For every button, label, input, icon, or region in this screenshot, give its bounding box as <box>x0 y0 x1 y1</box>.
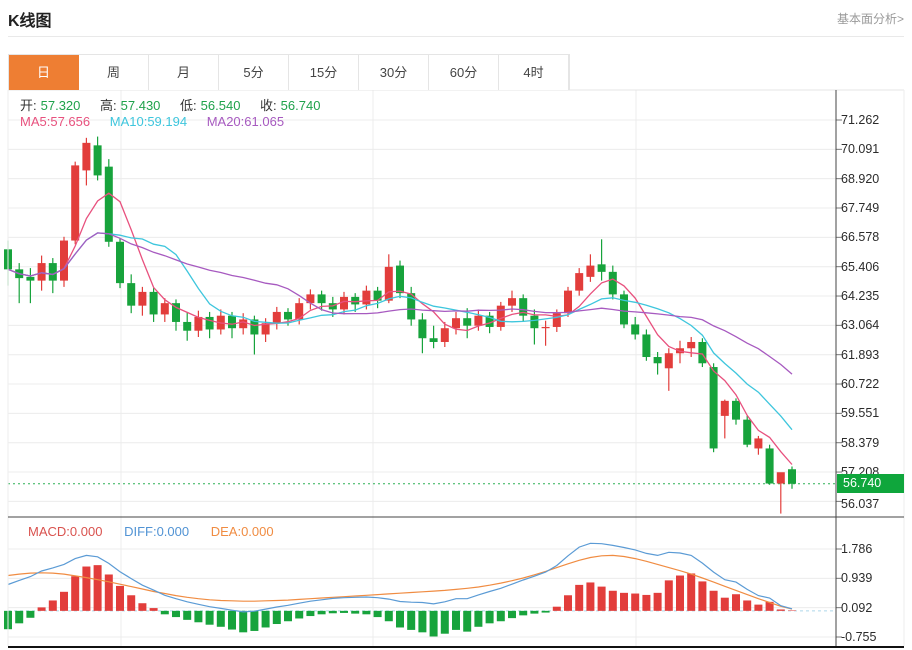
period-tab-4时[interactable]: 4时 <box>499 55 569 90</box>
period-tab-30分[interactable]: 30分 <box>359 55 429 90</box>
high-label: 高: <box>100 98 117 113</box>
title-divider <box>8 36 904 37</box>
price-axis-label: 63.064 <box>841 318 880 333</box>
macd-axis-label: -0.755 <box>841 629 877 644</box>
period-tab-周[interactable]: 周 <box>79 55 149 90</box>
price-axis-label: 67.749 <box>841 200 880 215</box>
close-label: 收: <box>260 98 277 113</box>
macd-axis-label: 0.939 <box>841 571 873 586</box>
period-tab-日[interactable]: 日 <box>9 55 79 90</box>
period-tabs: 日周月 5分 15分 30分 60分 4时 <box>8 54 570 90</box>
price-axis-label: 60.722 <box>841 377 880 392</box>
period-tab-60分[interactable]: 60分 <box>429 55 499 90</box>
ma10-label: MA10: <box>109 114 148 129</box>
ma20-value: 61.065 <box>244 114 285 129</box>
low-value: 56.540 <box>200 98 241 113</box>
open-label: 开: <box>20 98 37 113</box>
macd-axis-label: 0.092 <box>841 600 873 615</box>
ma-readout: MA5:57.656 MA10:59.194 MA20:61.065 <box>20 114 284 129</box>
ma5-value: 57.656 <box>50 114 91 129</box>
high-value: 57.430 <box>120 98 161 113</box>
price-axis-label: 66.578 <box>841 230 880 245</box>
period-tab-月[interactable]: 月 <box>149 55 219 90</box>
price-axis-label: 68.920 <box>841 171 880 186</box>
price-axis-label: 70.091 <box>841 142 880 157</box>
low-label: 低: <box>180 98 197 113</box>
price-axis-label: 56.037 <box>841 497 880 512</box>
period-tab-5分[interactable]: 5分 <box>219 55 289 90</box>
close-value: 56.740 <box>280 98 321 113</box>
price-axis-label: 65.406 <box>841 259 880 274</box>
ma5-label: MA5: <box>20 114 51 129</box>
ma20-label: MA20: <box>206 114 245 129</box>
fundamental-analysis-link[interactable]: 基本面分析> <box>836 12 904 26</box>
price-axis-label: 64.235 <box>841 289 880 304</box>
open-value: 57.320 <box>40 98 81 113</box>
price-axis-label: 71.262 <box>841 113 880 127</box>
macd-readout: MACD:0.000 DIFF:0.000 DEA:0.000 <box>28 524 274 539</box>
page-title: K线图 <box>8 13 52 30</box>
macd-label: MACD: <box>28 524 70 539</box>
macd-axis-label: 1.786 <box>841 542 873 556</box>
dea-value: 0.000 <box>241 524 274 539</box>
price-axis-label: 61.893 <box>841 347 880 362</box>
ma10-value: 59.194 <box>147 114 188 129</box>
price-axis-label: 58.379 <box>841 435 880 450</box>
dea-label: DEA: <box>210 524 242 539</box>
diff-label: DIFF: <box>124 524 157 539</box>
macd-value: 0.000 <box>69 524 103 539</box>
price-axis-label: 59.551 <box>841 406 880 421</box>
diff-value: 0.000 <box>156 524 190 539</box>
ohlc-readout: 开: 57.320 高: 57.430 低: 56.540 收: 56.740 <box>20 95 336 114</box>
period-tab-15分[interactable]: 15分 <box>289 55 359 90</box>
current-price-badge: 56.740 <box>837 474 904 494</box>
